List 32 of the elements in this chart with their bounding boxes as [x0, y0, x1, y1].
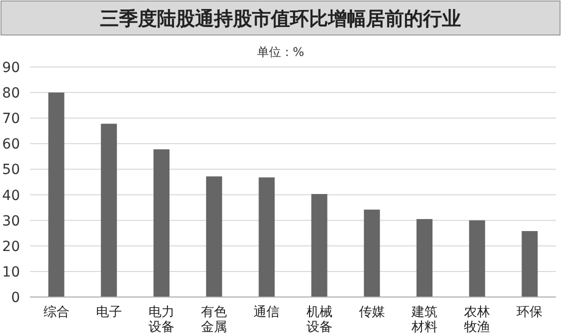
x-tick-label: 机械设备 — [306, 305, 332, 334]
y-tick-label: 0 — [11, 290, 20, 306]
x-tick-label: 综合 — [43, 305, 70, 320]
bar — [364, 210, 380, 297]
y-tick-label: 40 — [2, 188, 20, 204]
y-tick-label: 80 — [2, 86, 20, 102]
x-tick-label: 电子 — [96, 305, 122, 320]
y-tick-label: 30 — [2, 213, 20, 230]
bar — [469, 220, 486, 297]
bar — [48, 92, 64, 297]
x-tick-label: 电力设备 — [148, 305, 174, 334]
chart-subtitle: 单位：% — [256, 45, 304, 59]
bar — [522, 231, 538, 297]
x-tick-label: 有色金属 — [201, 305, 228, 334]
bar — [258, 177, 275, 297]
y-tick-label: 60 — [2, 136, 20, 153]
bar — [100, 124, 117, 297]
bar — [206, 176, 222, 297]
x-tick-label: 建筑材料 — [410, 305, 438, 334]
y-tick-label: 50 — [2, 162, 20, 178]
y-tick-label: 70 — [2, 111, 20, 128]
bar — [154, 149, 170, 297]
bar — [416, 219, 432, 297]
bar — [311, 194, 328, 297]
y-tick-label: 10 — [2, 264, 20, 280]
x-tick-label: 通信 — [254, 305, 280, 320]
y-tick-label: 90 — [2, 60, 20, 76]
chart-title: 三季度陆股通持股市值环比增幅居前的行业 — [100, 8, 461, 30]
x-tick-label: 传媒 — [358, 305, 385, 320]
y-tick-label: 20 — [2, 238, 20, 255]
x-tick-label: 农林牧渔 — [464, 305, 490, 334]
x-tick-label: 环保 — [516, 305, 543, 320]
